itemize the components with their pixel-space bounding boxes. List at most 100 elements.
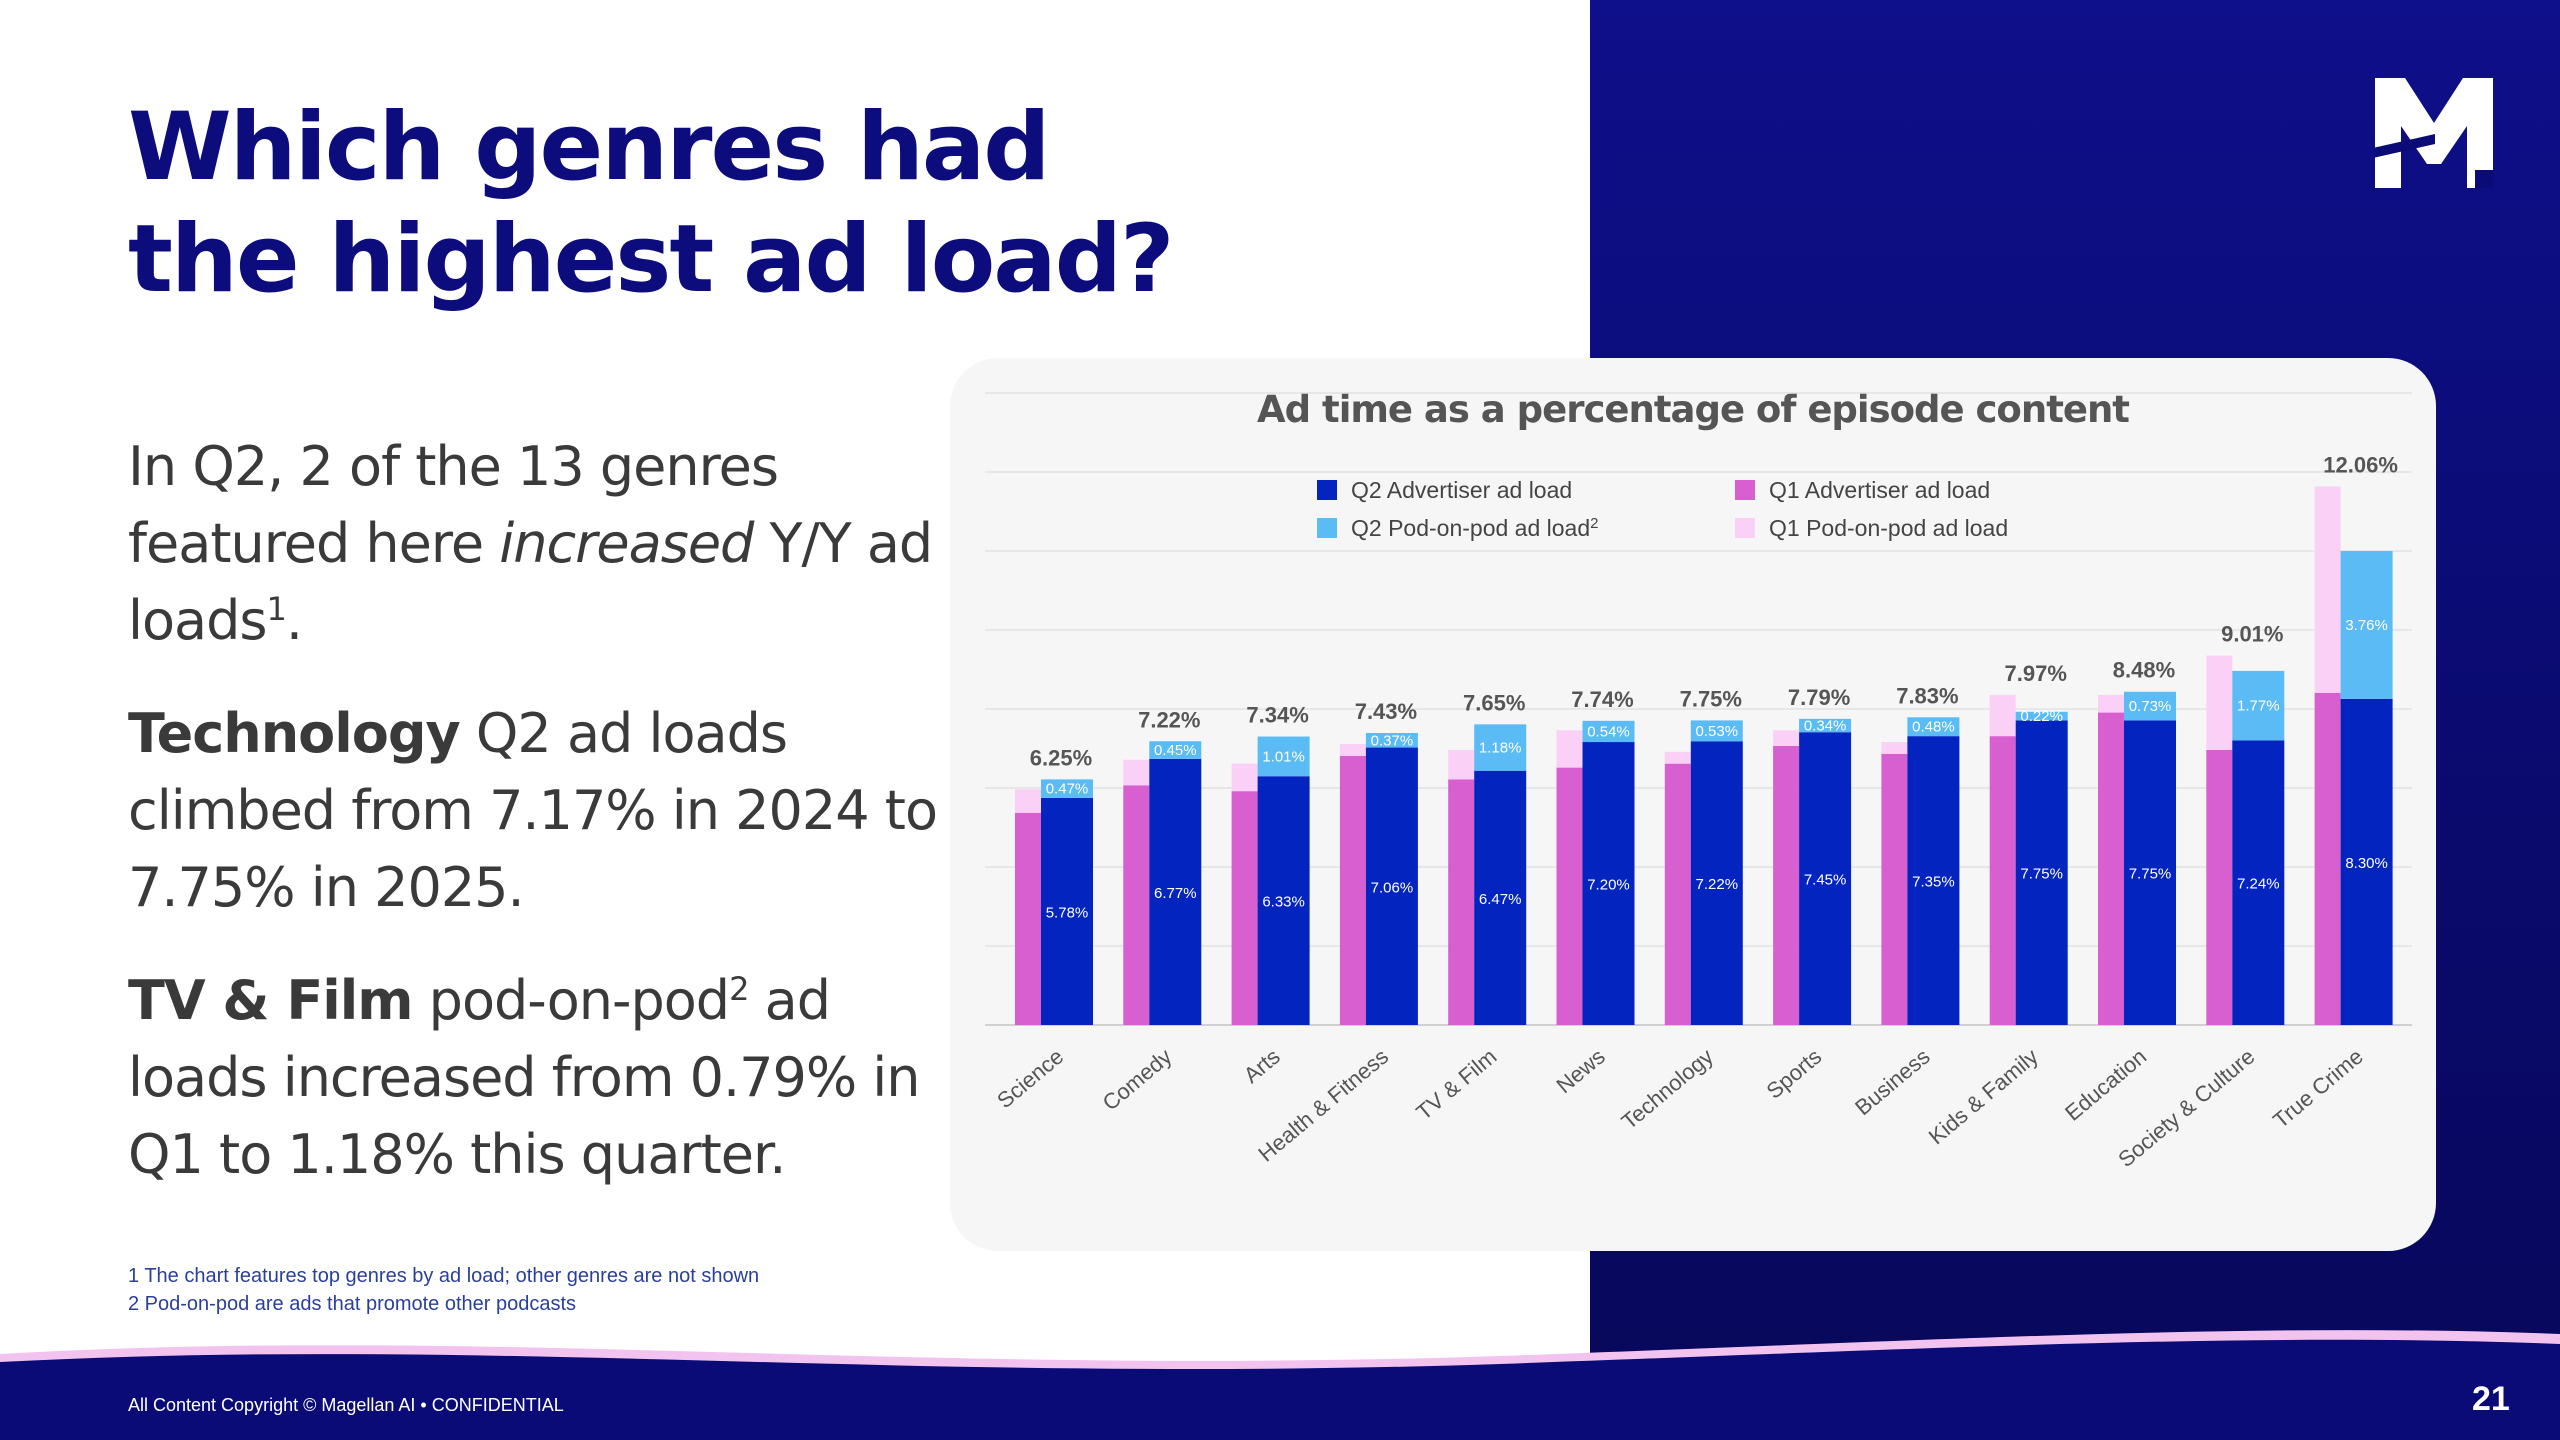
copyright-notice: All Content Copyright © Magellan AI • CO…: [128, 1395, 564, 1415]
bar-q1-advertiser: [1448, 779, 1475, 1025]
bottom-wave-decoration: [0, 1330, 2560, 1440]
legend-label: Q1 Advertiser ad load: [1769, 477, 1990, 503]
data-label-q2-advertiser: 7.20%: [1587, 877, 1630, 894]
bar-q1-advertiser: [2098, 712, 2124, 1025]
slide-title: Which genres had the highest ad load?: [128, 93, 1175, 314]
bar-q2-advertiser: [1365, 747, 1418, 1025]
bar-q1-pod-on-pod: [1773, 730, 1800, 746]
legend-label: Q2 Pod-on-pod ad load2: [1351, 515, 1598, 542]
data-label-q2-pod-on-pod: 0.73%: [2129, 698, 2172, 715]
chart-title: Ad time as a percentage of episode conte…: [1257, 388, 2129, 431]
bar-q2-pod-on-pod: [1799, 718, 1852, 733]
category-label: TV & Film: [1411, 1044, 1501, 1125]
category-label: Education: [2060, 1044, 2151, 1126]
total-label: 12.06%: [2323, 453, 2398, 478]
data-label-q2-pod-on-pod: 0.54%: [1587, 723, 1630, 740]
data-label-q2-advertiser: 7.75%: [2129, 866, 2172, 883]
data-label-q2-advertiser: 6.77%: [1154, 885, 1197, 902]
bar-q2-advertiser: [2232, 740, 2285, 1025]
total-label: 7.65%: [1463, 690, 1525, 715]
bar-q2-advertiser: [1041, 797, 1093, 1025]
legend-swatch: [1735, 480, 1755, 500]
bar-q1-pod-on-pod: [2098, 694, 2124, 713]
legend-label: Q1 Pod-on-pod ad load: [1769, 515, 2008, 541]
bar-q1-pod-on-pod: [1015, 789, 1041, 813]
data-label-q2-pod-on-pod: 0.37%: [1371, 732, 1414, 749]
data-label-q2-advertiser: 7.24%: [2237, 876, 2280, 893]
bar-q1-pod-on-pod: [1123, 759, 1150, 786]
bar-q1-advertiser: [1556, 767, 1583, 1025]
total-label: 9.01%: [2221, 622, 2283, 647]
bar-q1-advertiser: [1123, 785, 1150, 1025]
stacked-bar-chart: Ad time as a percentage of episode conte…: [985, 388, 2412, 1172]
category-label: Arts: [1239, 1044, 1285, 1088]
bar-q1-pod-on-pod: [2314, 486, 2341, 693]
bar-q1-advertiser: [1989, 736, 2016, 1025]
magellan-m-logo-icon: [2375, 78, 2493, 188]
category-label: True Crime: [2268, 1044, 2368, 1133]
bar-q1-pod-on-pod: [1448, 749, 1475, 780]
tv-film-insight: TV & Film pod-on-pod2 ad loads increased…: [128, 969, 921, 1186]
page-number: 21: [2472, 1380, 2510, 1418]
bar-q2-advertiser: [1257, 776, 1310, 1025]
bar-q2-advertiser: [1690, 741, 1743, 1025]
data-label-q2-advertiser: 6.47%: [1479, 891, 1522, 908]
total-label: 7.79%: [1788, 685, 1850, 710]
data-label-q2-pod-on-pod: 1.01%: [1262, 748, 1305, 765]
insight-summary: In Q2, 2 of the 13 genres featured here …: [128, 435, 933, 652]
bar-q1-advertiser: [1339, 755, 1366, 1025]
bar-q1-advertiser: [2314, 692, 2341, 1025]
legend-swatch: [1317, 480, 1337, 500]
bar-q2-pod-on-pod: [1041, 779, 1093, 798]
bar-q2-pod-on-pod: [2340, 551, 2393, 699]
total-label: 6.25%: [1030, 745, 1092, 770]
bar-q2-advertiser: [1474, 770, 1527, 1025]
bar-q2-advertiser: [2340, 698, 2393, 1025]
chart-card: Ad time as a percentage of episode conte…: [950, 358, 2436, 1251]
bar-q1-pod-on-pod: [1664, 751, 1691, 764]
bar-q1-pod-on-pod: [1989, 694, 2016, 737]
category-label: Science: [992, 1044, 1068, 1113]
bar-q1-advertiser: [1773, 745, 1800, 1025]
technology-insight: Technology Q2 ad loads climbed from 7.17…: [128, 702, 938, 919]
data-label-q2-advertiser: 7.22%: [1696, 876, 1739, 893]
category-label: Technology: [1617, 1044, 1718, 1135]
data-label-q2-advertiser: 7.06%: [1371, 879, 1414, 896]
data-label-q2-pod-on-pod: 1.18%: [1479, 740, 1522, 757]
total-label: 7.34%: [1246, 703, 1308, 728]
bar-q2-advertiser: [2124, 720, 2176, 1025]
bar-q1-pod-on-pod: [1231, 763, 1258, 792]
bar-q2-advertiser: [1582, 742, 1635, 1025]
bar-q2-advertiser: [1799, 732, 1852, 1025]
data-label-q2-pod-on-pod: 0.45%: [1154, 742, 1197, 759]
bar-q2-pod-on-pod: [2015, 711, 2068, 721]
bar-q2-pod-on-pod: [2232, 670, 2285, 741]
category-label: Comedy: [1098, 1044, 1177, 1116]
category-label: Kids & Family: [1924, 1044, 2043, 1150]
data-label-q2-pod-on-pod: 0.34%: [1804, 718, 1847, 735]
bar-q1-pod-on-pod: [2206, 655, 2233, 750]
category-label: Business: [1850, 1044, 1934, 1121]
data-label-q2-advertiser: 7.35%: [1912, 874, 1955, 891]
legend-swatch: [1735, 518, 1755, 538]
bar-q1-pod-on-pod: [1556, 730, 1583, 768]
category-label: Sports: [1762, 1044, 1827, 1104]
data-label-q2-pod-on-pod: 0.22%: [2020, 708, 2063, 725]
total-label: 7.74%: [1571, 687, 1633, 712]
bar-q2-advertiser: [2015, 720, 2068, 1025]
bar-q2-pod-on-pod: [1149, 741, 1202, 759]
bar-q1-advertiser: [1015, 812, 1041, 1025]
bar-q1-pod-on-pod: [1339, 744, 1366, 756]
total-label: 8.48%: [2113, 658, 2175, 683]
bar-q1-advertiser: [1664, 763, 1691, 1025]
data-label-q2-pod-on-pod: 0.53%: [1696, 723, 1739, 740]
bar-q1-pod-on-pod: [1881, 742, 1908, 754]
data-label-q2-advertiser: 7.45%: [1804, 872, 1847, 889]
bar-q2-pod-on-pod: [1365, 733, 1418, 748]
bar-q2-pod-on-pod: [2124, 691, 2176, 721]
total-label: 7.75%: [1680, 686, 1742, 711]
data-label-q2-pod-on-pod: 3.76%: [2345, 617, 2388, 634]
data-label-q2-advertiser: 8.30%: [2345, 855, 2388, 872]
bar-q1-advertiser: [2206, 749, 2233, 1025]
category-label: News: [1551, 1044, 1609, 1099]
